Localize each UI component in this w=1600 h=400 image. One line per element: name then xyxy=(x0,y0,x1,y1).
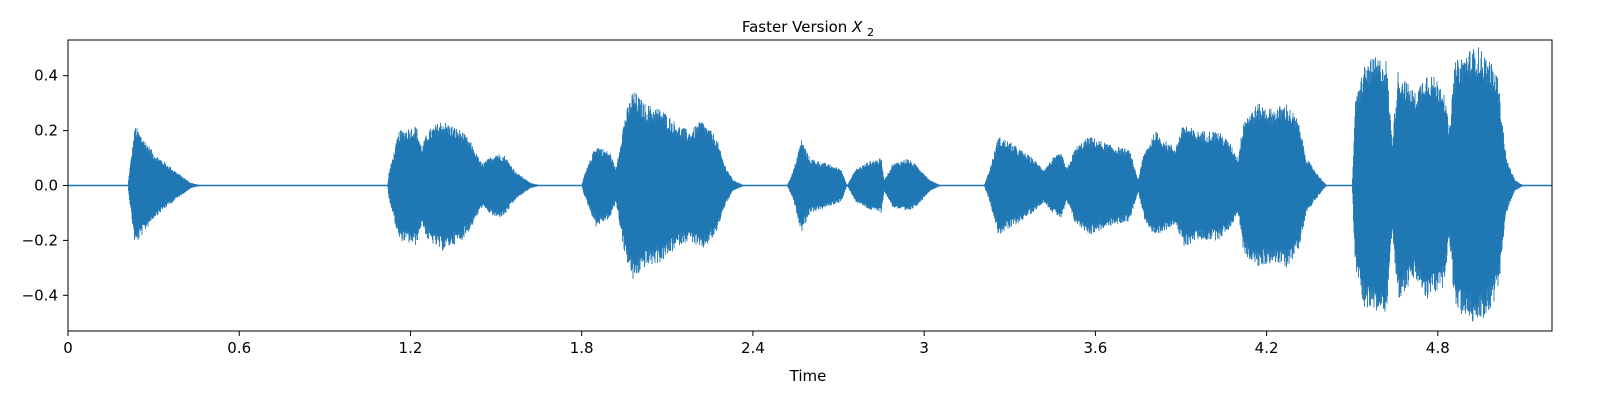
plot-area xyxy=(68,47,1552,322)
x-tick-label: 4.8 xyxy=(1426,339,1450,357)
x-axis-title: Time xyxy=(789,367,827,385)
x-tick-label: 2.4 xyxy=(741,339,765,357)
waveform-series xyxy=(127,47,1523,322)
axes: 0 0.6 1.2 1.8 2.4 3 3.6 4.2 4.8 −0.4 −0.2 0.0 0.2 0.4 xyxy=(22,39,1553,357)
x-tick-label: 0 xyxy=(63,339,73,357)
chart-title: Faster Version X 2 xyxy=(742,18,874,39)
chart-title-subscript: 2 xyxy=(867,26,874,39)
y-tick-label: 0.0 xyxy=(34,177,58,195)
y-tick-label: 0.4 xyxy=(34,67,58,85)
y-tick-label: 0.2 xyxy=(34,122,58,140)
chart-title-variable: X xyxy=(851,18,863,36)
y-tick-label: −0.2 xyxy=(22,231,58,249)
x-tick-label: 1.2 xyxy=(399,339,423,357)
x-tick-label: 1.8 xyxy=(570,339,594,357)
x-tick-label: 3 xyxy=(919,339,929,357)
x-tick-label: 3.6 xyxy=(1083,339,1107,357)
chart-title-text: Faster Version xyxy=(742,18,847,36)
x-tick-label: 0.6 xyxy=(227,339,251,357)
x-tick-label: 4.2 xyxy=(1255,339,1279,357)
y-tick-label: −0.4 xyxy=(22,286,58,304)
